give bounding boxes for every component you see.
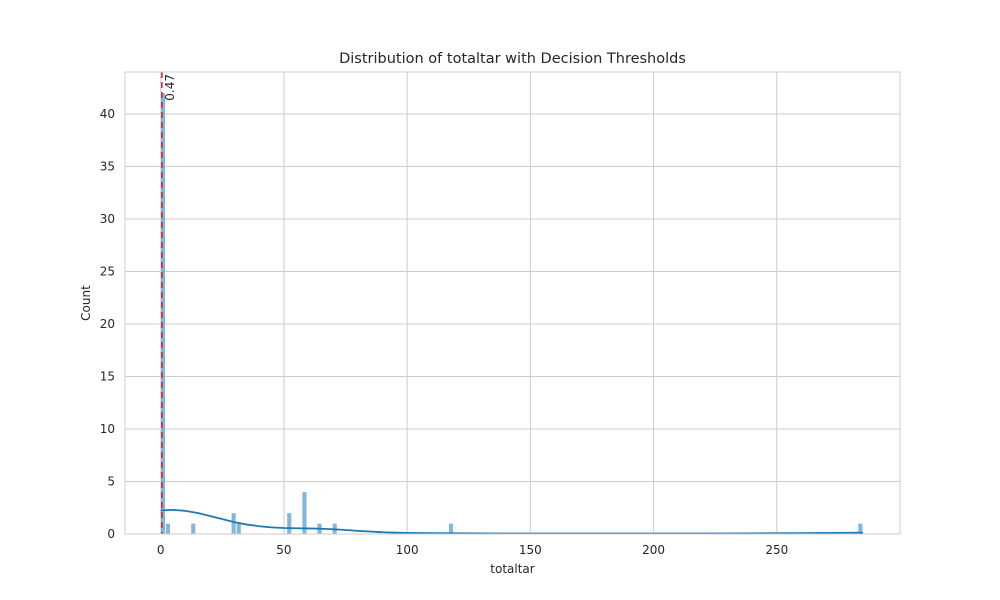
threshold-group: 0.47 [161,72,177,534]
y-tick-label: 5 [107,475,115,489]
y-tick-label: 30 [100,212,115,226]
histogram-bar [165,523,171,535]
x-tick-label: 200 [642,543,665,557]
kde-curve [160,508,864,535]
x-tick-label: 100 [396,543,419,557]
y-tick-label: 20 [100,317,115,331]
histogram-bar [231,512,237,535]
x-tick-label: 0 [157,543,165,557]
threshold-label: 0.47 [163,74,177,101]
chart-title: Distribution of totaltar with Decision T… [339,51,686,67]
x-tick-labels: 0 50 100 150 200 250 [157,543,788,557]
histogram-bar [190,523,196,535]
x-tick-label: 150 [519,543,542,557]
histogram-bar [286,512,292,535]
grid [125,72,900,535]
y-tick-label: 40 [100,107,115,121]
plot-area [125,72,900,534]
y-tick-label: 25 [100,265,115,279]
histogram-bar [236,523,242,535]
plot-frame [124,71,901,535]
y-tick-labels: 0 5 10 15 20 25 30 35 40 [100,107,115,541]
y-tick-label: 10 [100,422,115,436]
x-tick-label: 250 [765,543,788,557]
x-axis-label: totaltar [490,562,534,576]
x-tick-label: 50 [276,543,291,557]
y-axis-label: Count [79,285,93,321]
kde-curve-group [160,508,864,535]
y-tick-label: 0 [107,527,115,541]
y-tick-label: 35 [100,160,115,174]
y-tick-label: 15 [100,370,115,384]
